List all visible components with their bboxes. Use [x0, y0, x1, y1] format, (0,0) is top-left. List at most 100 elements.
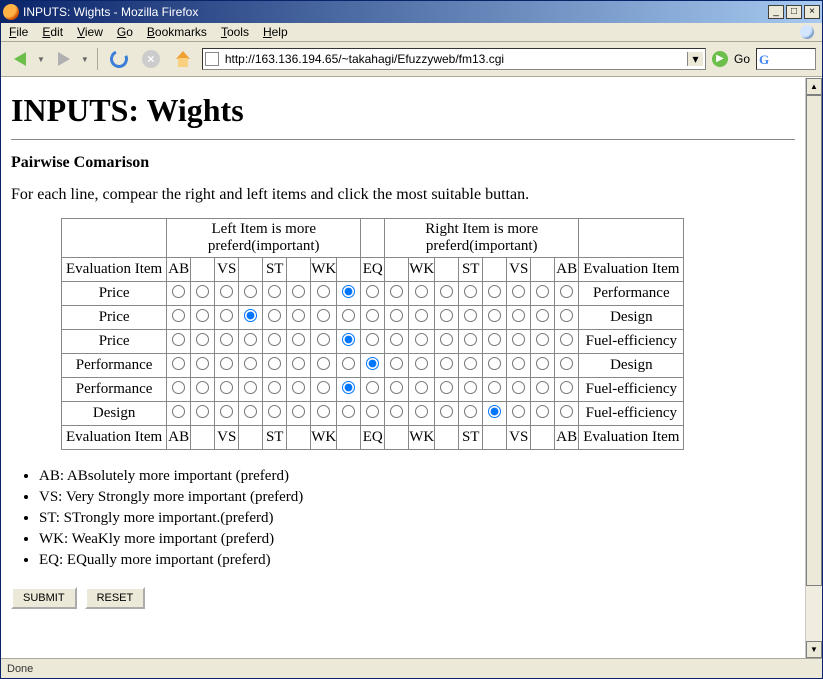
menu-bookmarks[interactable]: Bookmarks: [147, 25, 207, 39]
comparison-radio[interactable]: [560, 357, 573, 370]
comparison-radio[interactable]: [536, 309, 549, 322]
forward-button[interactable]: [51, 46, 77, 72]
comparison-radio[interactable]: [512, 309, 525, 322]
comparison-radio[interactable]: [536, 405, 549, 418]
comparison-radio[interactable]: [440, 285, 453, 298]
close-button[interactable]: ×: [804, 5, 820, 19]
comparison-radio[interactable]: [342, 309, 355, 322]
comparison-radio[interactable]: [220, 333, 233, 346]
comparison-radio[interactable]: [560, 405, 573, 418]
comparison-radio[interactable]: [268, 405, 281, 418]
comparison-radio[interactable]: [390, 357, 403, 370]
comparison-radio[interactable]: [464, 333, 477, 346]
comparison-radio[interactable]: [317, 405, 330, 418]
scroll-track[interactable]: [806, 95, 822, 641]
comparison-radio[interactable]: [342, 357, 355, 370]
comparison-radio[interactable]: [464, 405, 477, 418]
comparison-radio[interactable]: [317, 333, 330, 346]
comparison-radio[interactable]: [415, 357, 428, 370]
comparison-radio[interactable]: [415, 309, 428, 322]
comparison-radio[interactable]: [244, 285, 257, 298]
submit-button[interactable]: SUBMIT: [11, 587, 77, 609]
comparison-radio[interactable]: [342, 285, 355, 298]
comparison-radio[interactable]: [366, 285, 379, 298]
comparison-radio[interactable]: [244, 333, 257, 346]
comparison-radio[interactable]: [268, 381, 281, 394]
comparison-radio[interactable]: [342, 381, 355, 394]
comparison-radio[interactable]: [172, 309, 185, 322]
comparison-radio[interactable]: [464, 357, 477, 370]
comparison-radio[interactable]: [488, 309, 501, 322]
comparison-radio[interactable]: [244, 405, 257, 418]
comparison-radio[interactable]: [464, 285, 477, 298]
minimize-button[interactable]: _: [768, 5, 784, 19]
maximize-button[interactable]: □: [786, 5, 802, 19]
comparison-radio[interactable]: [488, 357, 501, 370]
comparison-radio[interactable]: [196, 333, 209, 346]
search-box[interactable]: G: [756, 48, 816, 70]
comparison-radio[interactable]: [172, 381, 185, 394]
comparison-radio[interactable]: [220, 309, 233, 322]
menu-go[interactable]: Go: [117, 25, 133, 39]
comparison-radio[interactable]: [292, 357, 305, 370]
comparison-radio[interactable]: [512, 405, 525, 418]
comparison-radio[interactable]: [415, 405, 428, 418]
comparison-radio[interactable]: [390, 309, 403, 322]
scroll-thumb[interactable]: [806, 95, 822, 586]
stop-button[interactable]: ×: [138, 46, 164, 72]
comparison-radio[interactable]: [366, 405, 379, 418]
comparison-radio[interactable]: [512, 381, 525, 394]
url-input[interactable]: [223, 51, 687, 67]
comparison-radio[interactable]: [390, 405, 403, 418]
scroll-up-button[interactable]: ▲: [806, 78, 822, 95]
comparison-radio[interactable]: [292, 285, 305, 298]
comparison-radio[interactable]: [512, 357, 525, 370]
comparison-radio[interactable]: [512, 285, 525, 298]
comparison-radio[interactable]: [172, 405, 185, 418]
comparison-radio[interactable]: [172, 333, 185, 346]
comparison-radio[interactable]: [292, 309, 305, 322]
comparison-radio[interactable]: [440, 381, 453, 394]
comparison-radio[interactable]: [268, 357, 281, 370]
comparison-radio[interactable]: [196, 357, 209, 370]
comparison-radio[interactable]: [560, 333, 573, 346]
comparison-radio[interactable]: [488, 285, 501, 298]
comparison-radio[interactable]: [196, 405, 209, 418]
back-dropdown[interactable]: ▼: [37, 55, 45, 64]
comparison-radio[interactable]: [560, 381, 573, 394]
menu-tools[interactable]: Tools: [221, 25, 249, 39]
forward-dropdown[interactable]: ▼: [81, 55, 89, 64]
menu-help[interactable]: Help: [263, 25, 288, 39]
comparison-radio[interactable]: [268, 309, 281, 322]
comparison-radio[interactable]: [440, 405, 453, 418]
comparison-radio[interactable]: [220, 405, 233, 418]
comparison-radio[interactable]: [268, 333, 281, 346]
comparison-radio[interactable]: [440, 309, 453, 322]
comparison-radio[interactable]: [220, 357, 233, 370]
comparison-radio[interactable]: [536, 285, 549, 298]
comparison-radio[interactable]: [244, 381, 257, 394]
comparison-radio[interactable]: [536, 381, 549, 394]
comparison-radio[interactable]: [244, 357, 257, 370]
comparison-radio[interactable]: [172, 285, 185, 298]
comparison-radio[interactable]: [342, 405, 355, 418]
menu-file[interactable]: File: [9, 25, 28, 39]
comparison-radio[interactable]: [292, 333, 305, 346]
comparison-radio[interactable]: [415, 333, 428, 346]
comparison-radio[interactable]: [366, 333, 379, 346]
comparison-radio[interactable]: [488, 405, 501, 418]
comparison-radio[interactable]: [366, 381, 379, 394]
comparison-radio[interactable]: [536, 333, 549, 346]
url-dropdown[interactable]: ▾: [687, 52, 703, 66]
comparison-radio[interactable]: [488, 381, 501, 394]
comparison-radio[interactable]: [415, 285, 428, 298]
comparison-radio[interactable]: [366, 357, 379, 370]
comparison-radio[interactable]: [488, 333, 501, 346]
vertical-scrollbar[interactable]: ▲ ▼: [805, 78, 822, 658]
comparison-radio[interactable]: [440, 333, 453, 346]
comparison-radio[interactable]: [244, 309, 257, 322]
comparison-radio[interactable]: [196, 285, 209, 298]
scroll-down-button[interactable]: ▼: [806, 641, 822, 658]
back-button[interactable]: [7, 46, 33, 72]
menu-view[interactable]: View: [77, 25, 103, 39]
